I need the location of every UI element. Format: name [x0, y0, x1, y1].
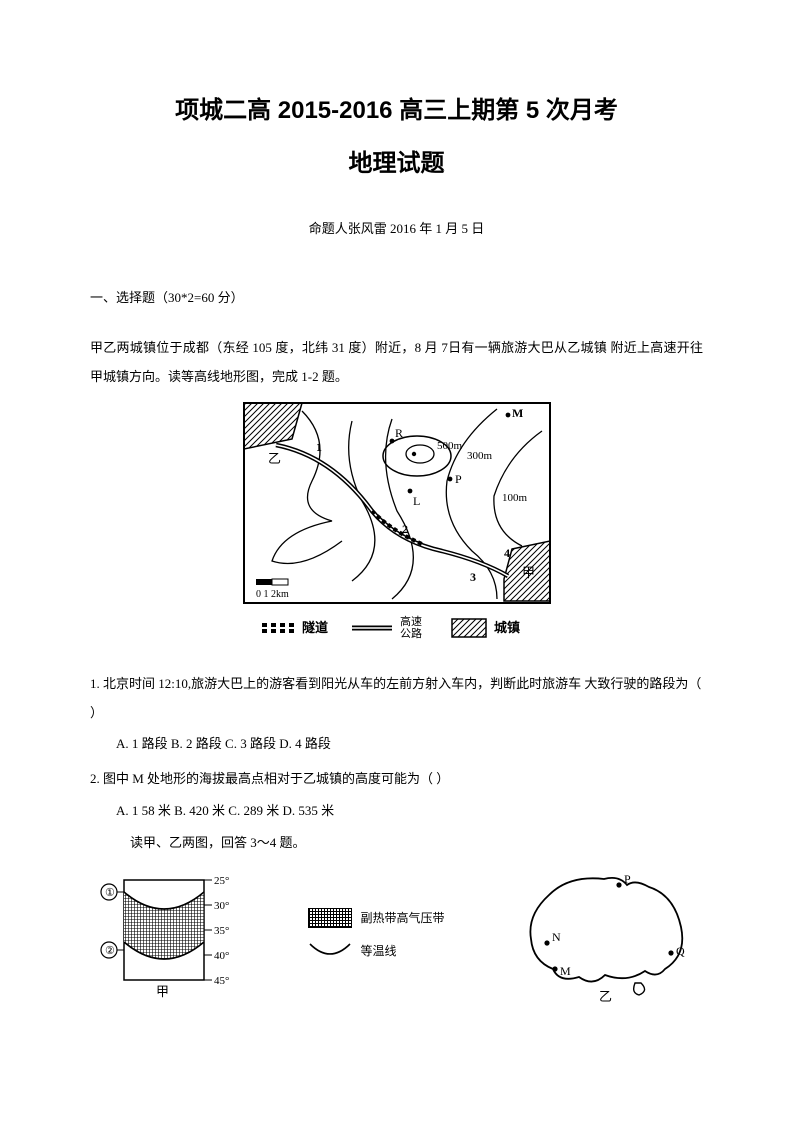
section-1-header: 一、选择题（30*2=60 分）	[90, 287, 703, 306]
legend-pressure-isotherm: 副热带高气压带 等温线	[308, 908, 444, 962]
label-100: 100m	[502, 492, 528, 504]
label-seg1: 1	[316, 440, 322, 454]
svg-text:40°: 40°	[214, 950, 229, 962]
label-300: 300m	[467, 450, 493, 462]
page-title-main: 项城二高 2015-2016 高三上期第 5 次月考	[90, 90, 703, 125]
svg-text:45°: 45°	[214, 975, 229, 987]
label-500: 500m	[437, 440, 463, 452]
label-P: P	[455, 472, 462, 486]
legend-highway-2: 公路	[400, 627, 422, 640]
q2-stem: 2. 图中 M 处地形的海拔最高点相对于乙城镇的高度可能为（ ）	[90, 765, 703, 794]
author-date: 命题人张风雷 2016 年 1 月 5 日	[90, 218, 703, 237]
svg-text:①: ①	[105, 887, 115, 899]
figure-jia-caption: 甲	[156, 984, 169, 999]
figure-yi-svg: P N M Q 乙	[509, 865, 699, 1005]
svg-text:30°: 30°	[214, 900, 229, 912]
curve-swatch-icon	[308, 940, 352, 962]
label-yi: 乙	[268, 451, 281, 466]
label-jia: 甲	[522, 565, 535, 580]
legend-highway-1: 高速	[400, 614, 422, 628]
svg-text:M: M	[560, 964, 571, 978]
bottom-figure-row: 25° 30° 35° 40° 45° ① ② 甲	[90, 865, 703, 1005]
figure-jia: 25° 30° 35° 40° 45° ① ② 甲	[94, 870, 244, 1000]
label-seg3: 3	[470, 570, 476, 584]
svg-text:25°: 25°	[214, 875, 229, 887]
legend-pressure-label: 副热带高气压带	[360, 909, 444, 926]
page-title-sub: 地理试题	[90, 143, 703, 178]
label-seg2: 2	[402, 522, 408, 536]
svg-text:P: P	[624, 872, 631, 886]
legend-isotherm-row: 等温线	[308, 940, 444, 962]
q1-stem: 1. 北京时间 12:10,旅游大巴上的游客看到阳光从车的左前方射入车内，判断此…	[90, 670, 703, 727]
q1-options: A. 1 路段 B. 2 路段 C. 3 路段 D. 4 路段	[90, 731, 703, 757]
label-scale: 0 1 2km	[256, 589, 289, 600]
label-L: L	[413, 494, 420, 508]
contour-map-svg: 乙 甲 M R L P 500m 300m 100m 1 2 3 4 0 1 2…	[242, 401, 552, 651]
contour-map-figure: 乙 甲 M R L P 500m 300m 100m 1 2 3 4 0 1 2…	[90, 401, 703, 656]
figure-yi-caption: 乙	[599, 989, 612, 1004]
legend-town: 城镇	[494, 620, 520, 635]
label-R: R	[395, 426, 403, 440]
legend-pressure-row: 副热带高气压带	[308, 908, 444, 928]
read-instruction: 读甲、乙两图，回答 3〜4 题。	[90, 832, 703, 851]
figure-yi: P N M Q 乙	[509, 865, 699, 1005]
figure-jia-svg: 25° 30° 35° 40° 45° ① ② 甲	[94, 870, 244, 1000]
label-M: M	[512, 406, 523, 420]
intro-paragraph: 甲乙两城镇位于成都（东经 105 度，北纬 31 度）附近，8 月 7日有一辆旅…	[90, 334, 703, 391]
svg-text:②: ②	[105, 945, 115, 957]
q2-options: A. 1 58 米 B. 420 米 C. 289 米 D. 535 米	[90, 798, 703, 824]
label-seg4: 4	[504, 546, 510, 560]
svg-text:Q: Q	[676, 944, 685, 958]
legend-isotherm-label: 等温线	[360, 942, 396, 959]
svg-text:35°: 35°	[214, 925, 229, 937]
svg-text:N: N	[552, 930, 561, 944]
legend-tunnel: 隧道	[302, 620, 328, 635]
hatch-swatch-icon	[308, 908, 352, 928]
